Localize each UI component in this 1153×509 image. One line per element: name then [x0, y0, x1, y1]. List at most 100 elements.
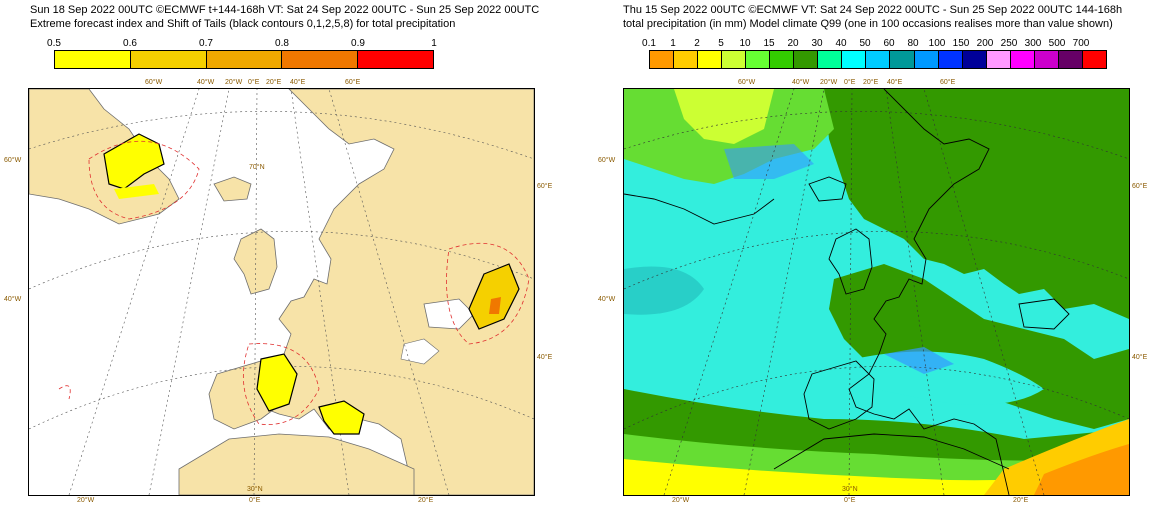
- q99-tick: 0.1: [642, 38, 656, 49]
- efi-map[interactable]: 70°N 30°N: [28, 88, 535, 496]
- q99-tick: 20: [787, 38, 799, 49]
- efi-title-line2: Extreme forecast index and Shift of Tail…: [30, 18, 456, 30]
- efi-tick: 0.9: [351, 38, 365, 49]
- precip-yellowgreen-nw: [674, 89, 774, 144]
- q99-tick: 1: [670, 38, 676, 49]
- efi-area-italy: [318, 400, 365, 435]
- q99-colorbar-swatch: [650, 51, 675, 68]
- q99-tick: 500: [1048, 38, 1066, 49]
- grid-label: 20°E: [1013, 497, 1029, 504]
- q99-tick: 5: [718, 38, 724, 49]
- precip-blue-med: [884, 347, 954, 374]
- efi-peak: [489, 297, 501, 314]
- q99-colorbar-swatch: [746, 51, 771, 68]
- grid-label: 60°E: [537, 183, 553, 190]
- q99-colorbar-swatch: [674, 51, 699, 68]
- efi-colorbar-swatch: [358, 51, 433, 68]
- grid-label: 40°W: [792, 79, 810, 86]
- aegean: [400, 338, 440, 365]
- grid-label: 20°W: [672, 497, 690, 504]
- precip-green-north: [824, 89, 1129, 319]
- q99-tick: 30: [811, 38, 823, 49]
- grid-label: 40°E: [1132, 354, 1148, 361]
- grid-label: 60°E: [345, 79, 361, 86]
- efi-title-line1: Sun 18 Sep 2022 00UTC ©ECMWF t+144-168h …: [30, 4, 540, 16]
- efi-area-iberia: [256, 353, 298, 412]
- q99-tick: 15: [763, 38, 775, 49]
- q99-tick: 50: [859, 38, 871, 49]
- q99-colorbar-swatch: [914, 51, 939, 68]
- efi-panel: Sun 18 Sep 2022 00UTC ©ECMWF t+144-168h …: [0, 0, 560, 509]
- q99-colorbar-swatch: [842, 51, 867, 68]
- graticule: [624, 89, 1129, 495]
- precip-blue-nw: [724, 144, 814, 179]
- q99-colorbar-swatch: [1034, 51, 1059, 68]
- grid-label-30n: 30°N: [842, 485, 858, 493]
- q99-colorbar-swatch: [1010, 51, 1035, 68]
- q99-colorbar-swatch: [818, 51, 843, 68]
- q99-map[interactable]: 30°N: [623, 88, 1130, 496]
- q99-tick: 150: [952, 38, 970, 49]
- grid-label: 60°E: [1132, 183, 1148, 190]
- land-british-isles: [233, 228, 278, 295]
- grid-label: 20°W: [820, 79, 838, 86]
- q99-tick: 250: [1000, 38, 1018, 49]
- grid-label: 20°E: [863, 79, 879, 86]
- sot-contours: [58, 140, 530, 425]
- q99-colorbar-swatch: [722, 51, 747, 68]
- q99-colorbar-swatch: [890, 51, 915, 68]
- precip-med: [854, 351, 1044, 405]
- q99-tick: 10: [739, 38, 751, 49]
- efi-colorbar-swatch: [282, 51, 359, 68]
- q99-colorbar-ticks: 0.1 1 2 5 10 15 20 30 40 50 60 80 100 150 200 250 300 500…: [642, 38, 1105, 50]
- efi-tick: 0.6: [123, 38, 137, 49]
- efi-area-atlantic: [114, 184, 159, 199]
- efi-tick: 0.8: [275, 38, 289, 49]
- q99-tick: 300: [1024, 38, 1042, 49]
- efi-area-labrador: [103, 133, 165, 190]
- efi-colorbar-swatch: [130, 51, 207, 68]
- grid-label: 60°W: [738, 79, 756, 86]
- q99-title-line1: Thu 15 Sep 2022 00UTC ©ECMWF VT: Sat 24 …: [623, 4, 1123, 16]
- q99-colorbar-swatch: [962, 51, 987, 68]
- efi-tick: 0.5: [47, 38, 61, 49]
- precip-orange-se: [1034, 444, 1129, 495]
- land-north-africa: [178, 433, 415, 495]
- q99-colorbar: [649, 50, 1107, 69]
- precip-patch: [624, 266, 704, 315]
- q99-tick: 80: [907, 38, 919, 49]
- q99-tick: 200: [976, 38, 994, 49]
- black-sea: [423, 298, 475, 330]
- q99-tick: 100: [928, 38, 946, 49]
- grid-label: 40°E: [290, 79, 306, 86]
- q99-map-canvas: 30°N: [624, 89, 1129, 495]
- grid-label: 60°W: [598, 157, 616, 164]
- grid-label: 60°W: [4, 157, 22, 164]
- q99-tick: 700: [1072, 38, 1090, 49]
- coastlines: [624, 89, 1070, 495]
- efi-colorbar-ticks: 0.5 0.6 0.7 0.8 0.9 1: [47, 38, 437, 50]
- grid-label: 20°E: [266, 79, 282, 86]
- grid-label: 20°W: [225, 79, 243, 86]
- grid-label: 40°E: [537, 354, 553, 361]
- grid-label: 0°E: [844, 497, 856, 504]
- efi-area-black-sea: [468, 263, 520, 330]
- grid-label: 40°E: [887, 79, 903, 86]
- grid-label: 40°W: [598, 296, 616, 303]
- q99-colorbar-swatch: [794, 51, 819, 68]
- grid-label: 0°E: [844, 79, 856, 86]
- grid-label: 0°E: [249, 497, 261, 504]
- grid-label-30n: 30°N: [247, 485, 263, 493]
- q99-colorbar-swatch: [1082, 51, 1106, 68]
- grid-label: 0°E: [248, 79, 260, 86]
- efi-colorbar-swatch: [55, 51, 131, 68]
- efi-tick: 1: [431, 38, 437, 49]
- grid-label: 60°E: [940, 79, 956, 86]
- land-europe: [253, 89, 534, 495]
- efi-tick: 0.7: [199, 38, 213, 49]
- land-iceland: [213, 176, 252, 202]
- grid-label-70n: 70°N: [249, 163, 265, 171]
- q99-colorbar-swatch: [866, 51, 891, 68]
- q99-colorbar-swatch: [1058, 51, 1083, 68]
- q99-panel: Thu 15 Sep 2022 00UTC ©ECMWF VT: Sat 24 …: [580, 0, 1153, 509]
